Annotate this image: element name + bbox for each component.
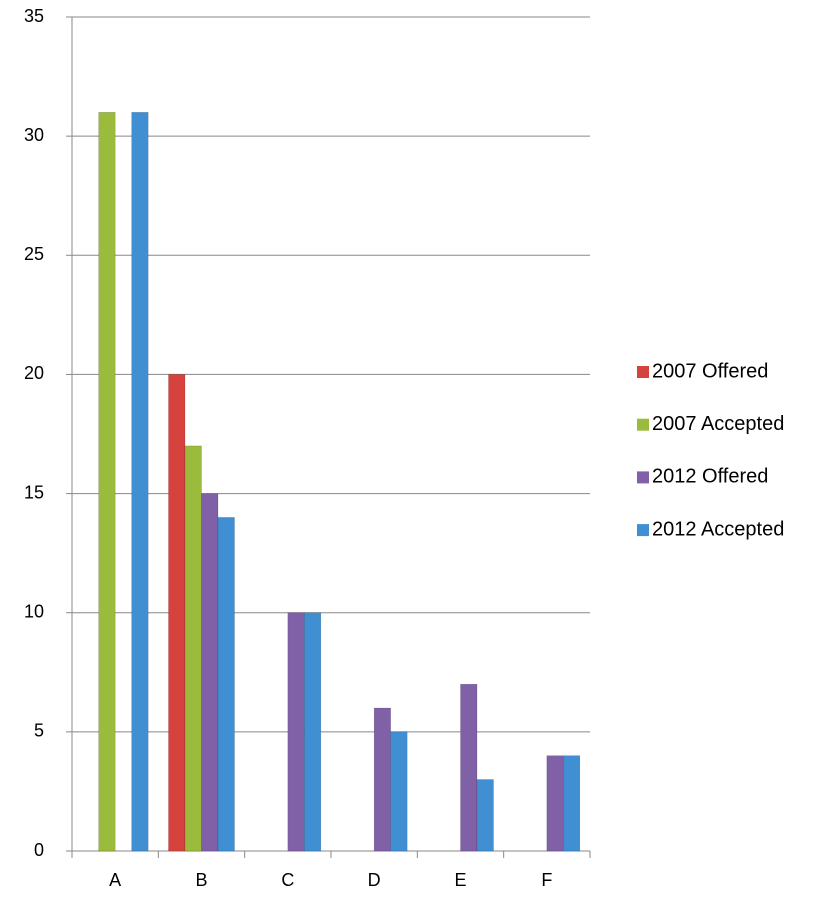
bar [184, 445, 202, 852]
legend-marker [637, 471, 649, 484]
bar [304, 612, 322, 852]
bar [98, 112, 116, 852]
y-tick-label: 25 [24, 244, 44, 264]
bar [131, 112, 149, 852]
legend-marker [637, 366, 649, 378]
x-tick-label: A [109, 870, 121, 890]
y-tick-label: 30 [24, 125, 44, 145]
bar [217, 517, 235, 852]
x-tick-label: B [195, 870, 207, 890]
y-tick-label: 0 [34, 840, 44, 860]
x-tick-label: C [281, 870, 294, 890]
y-tick-label: 10 [24, 601, 44, 621]
legend-label: 2012 Accepted [652, 518, 784, 540]
legend-label: 2007 Accepted [652, 413, 784, 435]
bar [373, 707, 391, 852]
y-tick-label: 5 [34, 721, 44, 741]
bar [563, 755, 581, 852]
bar [201, 493, 219, 852]
legend-label: 2012 Offered [652, 466, 768, 488]
bar [287, 612, 305, 852]
legend-marker [637, 524, 649, 537]
y-tick-label: 35 [24, 6, 44, 26]
bar [546, 755, 564, 852]
y-tick-label: 15 [24, 482, 44, 502]
x-tick-label: E [454, 870, 466, 890]
x-tick-label: F [541, 870, 552, 890]
bar [476, 779, 494, 852]
y-tick-label: 20 [24, 363, 44, 383]
legend-marker [637, 418, 649, 431]
bar [460, 683, 478, 852]
x-tick-label: D [368, 870, 381, 890]
bar [168, 374, 186, 852]
legend-label: 2007 Offered [652, 360, 768, 382]
bar [390, 731, 408, 852]
